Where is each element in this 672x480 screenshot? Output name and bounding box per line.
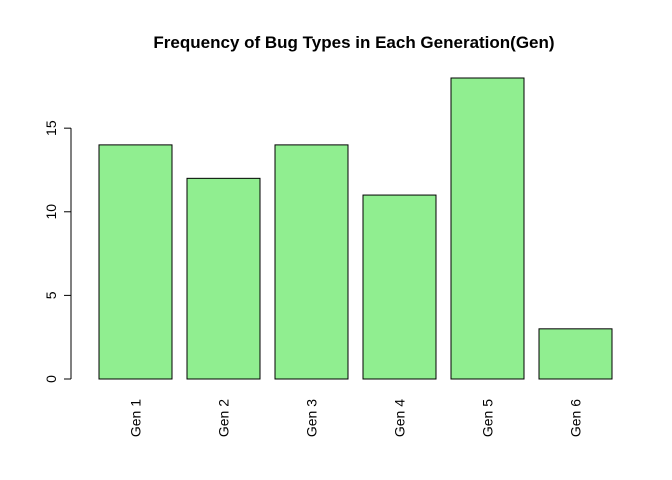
x-tick-label: Gen 1 bbox=[128, 399, 144, 437]
x-tick-label: Gen 2 bbox=[216, 399, 232, 437]
bar-gen-1 bbox=[98, 144, 173, 380]
y-tick-label: 15 bbox=[43, 120, 59, 136]
y-tick-label: 10 bbox=[43, 204, 59, 220]
x-tick-labels: Gen 1 Gen 2 Gen 3 Gen 4 Gen 5 Gen 6 bbox=[128, 399, 584, 437]
x-tick-label: Gen 6 bbox=[568, 399, 584, 437]
bar-gen-3 bbox=[274, 144, 349, 380]
y-axis: 0 5 10 15 bbox=[43, 120, 72, 383]
bar-gen-2 bbox=[186, 177, 261, 380]
x-tick-label: Gen 4 bbox=[392, 399, 408, 437]
chart-title: Frequency of Bug Types in Each Generatio… bbox=[153, 33, 554, 52]
y-tick-label: 0 bbox=[43, 375, 59, 383]
y-tick-label: 5 bbox=[43, 291, 59, 299]
x-tick-label: Gen 5 bbox=[480, 399, 496, 437]
bar-gen-5 bbox=[450, 77, 525, 380]
bar-gen-6 bbox=[538, 328, 613, 380]
bars-group bbox=[98, 77, 613, 380]
x-tick-label: Gen 3 bbox=[304, 399, 320, 437]
bar-gen-4 bbox=[362, 194, 437, 380]
